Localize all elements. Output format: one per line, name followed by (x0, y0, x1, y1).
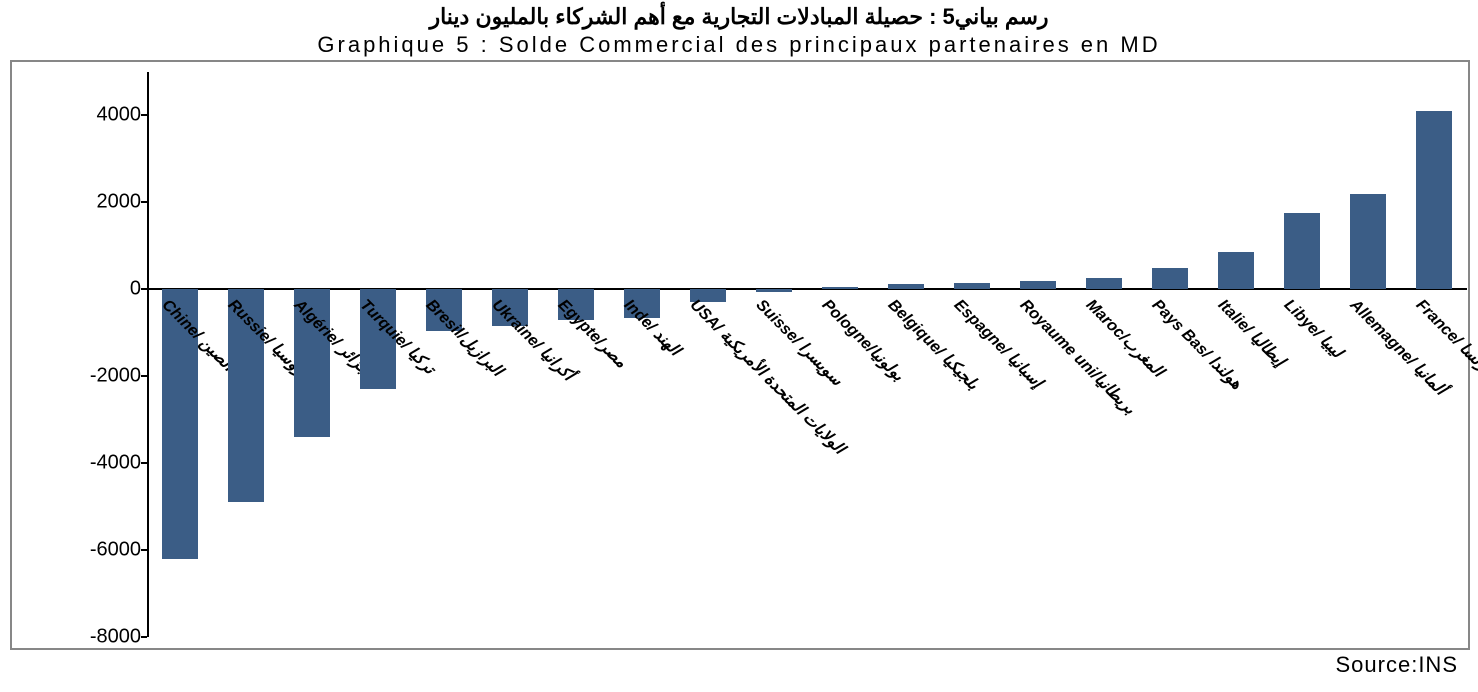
plot-area: -8000-6000-4000-2000020004000Chine/ الصي… (147, 72, 1467, 637)
y-tick-mark (141, 549, 147, 551)
y-tick-mark (141, 636, 147, 638)
source-label: Source:INS (1336, 652, 1459, 678)
x-category-label: Royaume uni/بريطانيا (1016, 295, 1140, 419)
bar (1086, 278, 1122, 289)
bar (1020, 281, 1056, 289)
y-tick-label: -6000 (90, 539, 147, 562)
bar (1416, 111, 1452, 289)
bar (954, 283, 990, 289)
title-arabic: رسم بياني5 : حصيلة المبادلات التجارية مع… (0, 0, 1478, 30)
bar (1218, 252, 1254, 289)
y-tick-label: 4000 (97, 104, 148, 127)
bar (888, 284, 924, 290)
y-tick-label: 2000 (97, 191, 148, 214)
y-tick-mark (141, 462, 147, 464)
y-tick-mark (141, 201, 147, 203)
bar (756, 289, 792, 292)
y-tick-mark (141, 114, 147, 116)
zero-line (147, 288, 1467, 290)
y-tick-label: -8000 (90, 626, 147, 649)
y-tick-mark (141, 375, 147, 377)
bar (1152, 268, 1188, 290)
y-axis (147, 72, 149, 637)
bar (1284, 213, 1320, 289)
x-category-label: Libye/ ليبيا (1280, 295, 1347, 362)
y-tick-label: -2000 (90, 365, 147, 388)
bar (822, 287, 858, 290)
y-tick-label: -4000 (90, 452, 147, 475)
chart-container: -8000-6000-4000-2000020004000Chine/ الصي… (10, 60, 1470, 650)
bar (1350, 194, 1386, 290)
title-french: Graphique 5 : Solde Commercial des princ… (0, 32, 1478, 58)
